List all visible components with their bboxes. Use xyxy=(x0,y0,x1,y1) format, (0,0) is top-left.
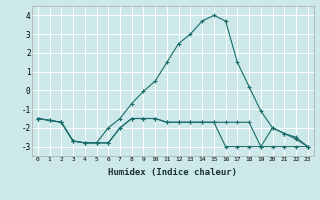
X-axis label: Humidex (Indice chaleur): Humidex (Indice chaleur) xyxy=(108,168,237,177)
